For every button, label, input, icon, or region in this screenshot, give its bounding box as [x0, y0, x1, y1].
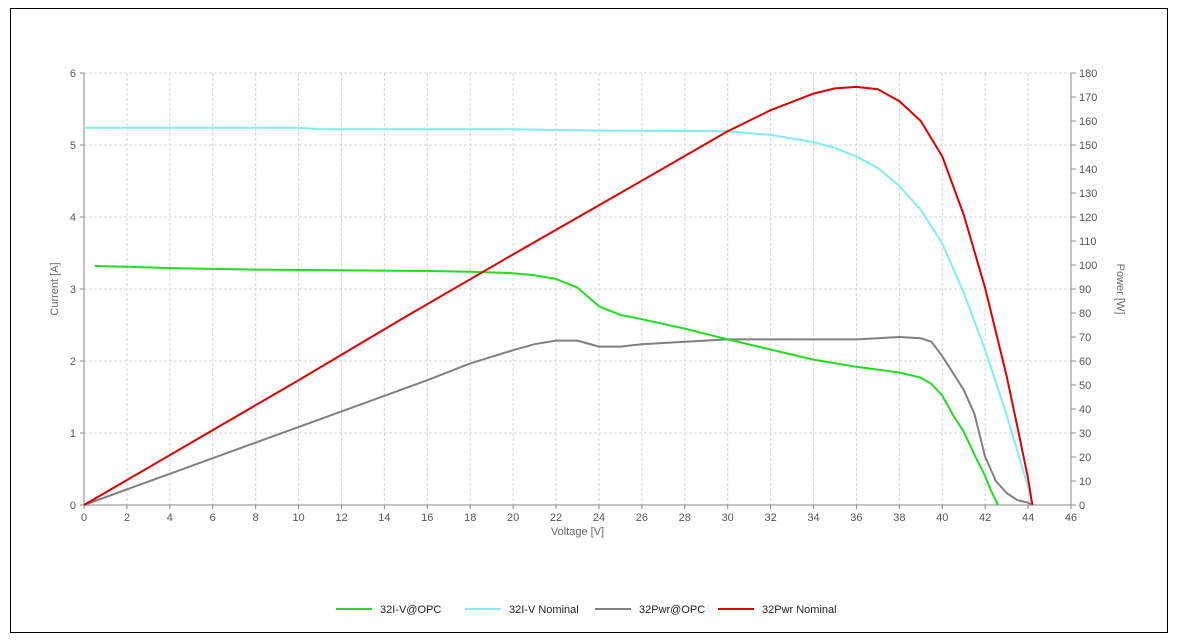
x-tick-label: 4 — [167, 512, 173, 524]
x-tick-label: 22 — [550, 512, 562, 524]
axes — [83, 73, 1072, 506]
x-tick-label: 34 — [807, 512, 819, 524]
x-tick-label: 40 — [936, 512, 948, 524]
y-right-tick-label: 110 — [1079, 236, 1097, 248]
x-tick-label: 26 — [636, 512, 648, 524]
y-left-tick-label: 5 — [70, 140, 76, 152]
legend-label: 32Pwr Nominal — [762, 604, 837, 616]
y-right-tick-label: 30 — [1079, 428, 1091, 440]
x-tick-label: 32 — [764, 512, 776, 524]
x-tick-label: 8 — [253, 512, 259, 524]
x-axis-title: Voltage [V] — [551, 526, 604, 538]
x-tick-label: 44 — [1022, 512, 1034, 524]
legend-label: 32I-V Nominal — [509, 604, 579, 616]
series-line-32pwr-nominal — [83, 85, 1034, 506]
y-left-tick-label: 4 — [70, 212, 76, 224]
series-lines — [83, 85, 1034, 506]
y-right-tick-label: 90 — [1079, 284, 1091, 296]
x-tick-label: 14 — [378, 512, 390, 524]
y-left-tick-label: 6 — [70, 68, 76, 80]
x-tick-label: 46 — [1065, 512, 1077, 524]
y-right-tick-label: 80 — [1079, 308, 1091, 320]
y-right-tick-label: 40 — [1079, 404, 1091, 416]
y-right-tick-label: 120 — [1079, 212, 1097, 224]
series-line-32i-v-opc — [94, 265, 999, 506]
y-right-tick-label: 170 — [1079, 92, 1097, 104]
y-right-tick-label: 60 — [1079, 356, 1091, 368]
grid — [84, 72, 1072, 505]
x-tick-label: 18 — [464, 512, 476, 524]
x-tick-label: 20 — [507, 512, 519, 524]
series-line-32i-v-nominal — [84, 126, 1034, 506]
x-tick-label: 16 — [421, 512, 433, 524]
x-tick-label: 38 — [893, 512, 905, 524]
y-left-tick-label: 2 — [70, 356, 76, 368]
legend-label: 32Pwr@OPC — [639, 604, 705, 616]
x-tick-label: 36 — [850, 512, 862, 524]
legend: 32I-V@OPC 32I-V Nominal 32Pwr@OPC 32Pwr Nom… — [336, 604, 837, 616]
y-right-tick-label: 70 — [1079, 332, 1091, 344]
x-tick-label: 28 — [679, 512, 691, 524]
legend-label: 32I-V@OPC — [380, 604, 441, 616]
y-right-tick-label: 150 — [1079, 140, 1097, 152]
x-tick-label: 2 — [124, 512, 130, 524]
x-tick-label: 0 — [81, 512, 87, 524]
y-axis-title-right: Power [W] — [1114, 264, 1126, 315]
y-right-tick-label: 140 — [1079, 164, 1097, 176]
x-tick-label: 10 — [292, 512, 304, 524]
y-right-tick-label: 160 — [1079, 116, 1097, 128]
series-line-32pwr-opc — [83, 336, 1033, 506]
y-axis-title-left: Current [A] — [49, 262, 61, 315]
y-right-tick-label: 100 — [1079, 260, 1097, 272]
y-left-tick-label: 1 — [70, 428, 76, 440]
y-right-tick-label: 130 — [1079, 188, 1097, 200]
y-right-tick-label: 10 — [1079, 476, 1091, 488]
x-tick-label: 42 — [979, 512, 991, 524]
y-left-tick-label: 0 — [70, 500, 76, 512]
x-tick-label: 30 — [722, 512, 734, 524]
y-right-tick-label: 20 — [1079, 452, 1091, 464]
y-right-tick-label: 0 — [1079, 500, 1085, 512]
x-tick-label: 12 — [335, 512, 347, 524]
x-tick-label: 24 — [593, 512, 605, 524]
y-right-tick-label: 180 — [1079, 68, 1097, 80]
tick-labels: 0 2 4 6 8 10 12 14 16 18 20 22 24 26 28 30 32 34 36 38 40 42 4… — [70, 68, 1097, 524]
y-right-tick-label: 50 — [1079, 380, 1091, 392]
x-tick-label: 6 — [210, 512, 216, 524]
y-left-tick-label: 3 — [70, 284, 76, 296]
